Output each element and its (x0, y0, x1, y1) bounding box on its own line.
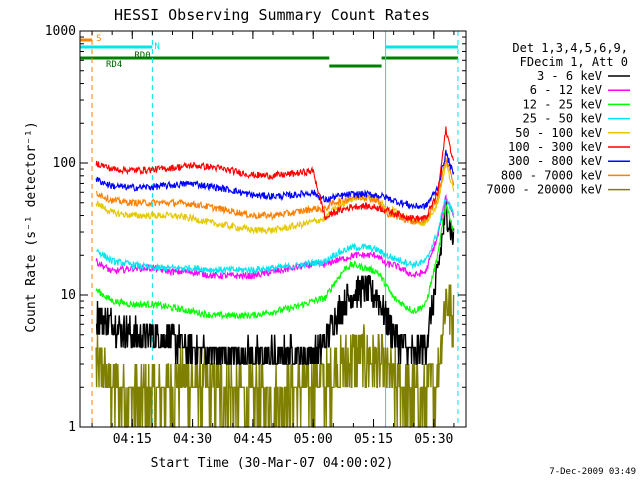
series-line-25-50-kev (96, 198, 455, 275)
y-axis-label: Count Rate (s⁻¹ detector⁻¹) (24, 121, 39, 332)
legend-header-line: Det 1,3,4,5,6,9, (512, 41, 628, 55)
annotations: S N RD0 RD4 (96, 34, 160, 70)
annotation-rd0: RD0 (134, 51, 150, 61)
x-tick-label: 05:00 (294, 432, 333, 447)
annotation-n: N (154, 42, 159, 52)
footer-timestamp: 7-Dec-2009 03:49 (549, 467, 636, 477)
x-tick-label: 05:15 (354, 432, 393, 447)
series-line-3-6-kev (95, 199, 455, 365)
y-tick-label: 1000 (45, 24, 76, 39)
legend-label: 50 - 100 keV (515, 126, 602, 140)
x-tick-label: 04:30 (173, 432, 212, 447)
legend: Det 1,3,4,5,6,9,FDecim 1, Att 03 - 6 keV… (486, 41, 630, 197)
series-line-50-100-kev (95, 161, 455, 235)
x-tick-label: 04:45 (233, 432, 272, 447)
y-axis-ticks: 1 10 100 1000 (45, 24, 466, 435)
series-line-100-300-kev (95, 126, 455, 223)
legend-label: 300 - 800 keV (508, 154, 602, 168)
x-tick-label: 04:15 (113, 432, 152, 447)
y-tick-label: 10 (60, 288, 76, 303)
x-axis-label: Start Time (30-Mar-07 04:00:02) (151, 456, 394, 471)
series-line-800-7000-kev (95, 156, 455, 226)
legend-header-line: FDecim 1, Att 0 (520, 55, 628, 69)
annotation-s: S (96, 34, 101, 44)
x-axis-ticks: 04:15 04:30 04:45 05:00 05:15 05:30 (91, 31, 455, 447)
legend-label: 7000 - 20000 keV (486, 183, 602, 197)
legend-label: 6 - 12 keV (530, 83, 602, 97)
legend-label: 100 - 300 keV (508, 140, 602, 154)
legend-label: 12 - 25 keV (523, 97, 602, 111)
legend-label: 25 - 50 keV (523, 112, 602, 126)
y-tick-label: 100 (53, 156, 76, 171)
legend-label: 800 - 7000 keV (501, 168, 602, 182)
chart-title: HESSI Observing Summary Count Rates (114, 6, 430, 24)
legend-label: 3 - 6 keV (537, 69, 602, 83)
x-tick-label: 05:30 (414, 432, 453, 447)
y-tick-label: 1 (68, 420, 76, 435)
series-line-12-25-kev (95, 202, 455, 321)
annotation-rd4: RD4 (106, 60, 122, 70)
series-line-6-12-kev (95, 193, 455, 281)
flag-bars (80, 38, 458, 68)
series-line-300-800-kev (95, 149, 455, 210)
